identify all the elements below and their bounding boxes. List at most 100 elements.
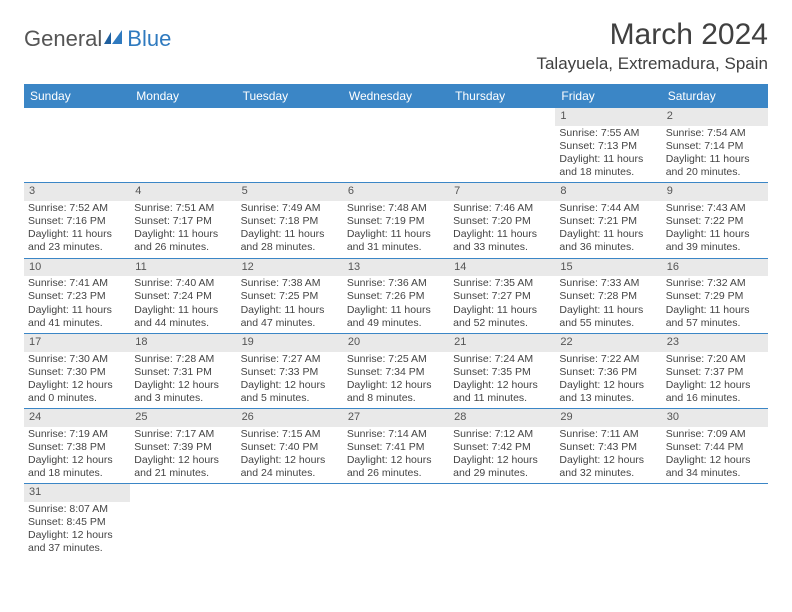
sunset-text: Sunset: 7:33 PM — [241, 366, 339, 379]
calendar-day-cell: 30Sunrise: 7:09 AMSunset: 7:44 PMDayligh… — [662, 409, 768, 484]
daylight-text: Daylight: 11 hours and 33 minutes. — [453, 228, 551, 254]
day-number: 15 — [555, 259, 661, 277]
sunset-text: Sunset: 7:29 PM — [666, 290, 764, 303]
calendar-day-cell: 2Sunrise: 7:54 AMSunset: 7:14 PMDaylight… — [662, 108, 768, 183]
calendar-day-cell: 18Sunrise: 7:28 AMSunset: 7:31 PMDayligh… — [130, 334, 236, 409]
sunset-text: Sunset: 7:25 PM — [241, 290, 339, 303]
sunset-text: Sunset: 7:17 PM — [134, 215, 232, 228]
sunrise-text: Sunrise: 7:24 AM — [453, 353, 551, 366]
day-details: Sunrise: 7:24 AMSunset: 7:35 PMDaylight:… — [449, 353, 555, 409]
day-details: Sunrise: 7:11 AMSunset: 7:43 PMDaylight:… — [555, 428, 661, 484]
sunset-text: Sunset: 7:38 PM — [28, 441, 126, 454]
sunrise-text: Sunrise: 7:52 AM — [28, 202, 126, 215]
sunrise-text: Sunrise: 7:17 AM — [134, 428, 232, 441]
month-title: March 2024 — [536, 18, 768, 52]
day-number: 1 — [555, 108, 661, 126]
day-details: Sunrise: 7:40 AMSunset: 7:24 PMDaylight:… — [130, 277, 236, 333]
day-number: 10 — [24, 259, 130, 277]
weekday-label: Saturday — [662, 84, 768, 108]
sunrise-text: Sunrise: 7:43 AM — [666, 202, 764, 215]
sunrise-text: Sunrise: 7:20 AM — [666, 353, 764, 366]
daylight-text: Daylight: 12 hours and 16 minutes. — [666, 379, 764, 405]
sunset-text: Sunset: 7:36 PM — [559, 366, 657, 379]
day-details: Sunrise: 7:54 AMSunset: 7:14 PMDaylight:… — [662, 127, 768, 183]
logo: General Blue — [24, 18, 171, 52]
daylight-text: Daylight: 11 hours and 26 minutes. — [134, 228, 232, 254]
daylight-text: Daylight: 12 hours and 24 minutes. — [241, 454, 339, 480]
sunrise-text: Sunrise: 7:51 AM — [134, 202, 232, 215]
sunrise-text: Sunrise: 7:38 AM — [241, 277, 339, 290]
daylight-text: Daylight: 11 hours and 23 minutes. — [28, 228, 126, 254]
daylight-text: Daylight: 12 hours and 3 minutes. — [134, 379, 232, 405]
day-details: Sunrise: 7:14 AMSunset: 7:41 PMDaylight:… — [343, 428, 449, 484]
calendar-empty-cell — [449, 484, 555, 558]
day-number: 7 — [449, 183, 555, 201]
calendar-day-cell: 11Sunrise: 7:40 AMSunset: 7:24 PMDayligh… — [130, 259, 236, 334]
calendar-day-cell: 27Sunrise: 7:14 AMSunset: 7:41 PMDayligh… — [343, 409, 449, 484]
sunrise-text: Sunrise: 7:27 AM — [241, 353, 339, 366]
day-number: 21 — [449, 334, 555, 352]
sunset-text: Sunset: 7:27 PM — [453, 290, 551, 303]
calendar-day-cell: 4Sunrise: 7:51 AMSunset: 7:17 PMDaylight… — [130, 183, 236, 258]
calendar: SundayMondayTuesdayWednesdayThursdayFrid… — [24, 84, 768, 559]
day-number: 29 — [555, 409, 661, 427]
day-details: Sunrise: 7:32 AMSunset: 7:29 PMDaylight:… — [662, 277, 768, 333]
sunset-text: Sunset: 7:35 PM — [453, 366, 551, 379]
daylight-text: Daylight: 12 hours and 0 minutes. — [28, 379, 126, 405]
daylight-text: Daylight: 12 hours and 26 minutes. — [347, 454, 445, 480]
sunset-text: Sunset: 7:34 PM — [347, 366, 445, 379]
sunrise-text: Sunrise: 7:12 AM — [453, 428, 551, 441]
sunset-text: Sunset: 7:16 PM — [28, 215, 126, 228]
sunrise-text: Sunrise: 7:46 AM — [453, 202, 551, 215]
day-number: 5 — [237, 183, 343, 201]
daylight-text: Daylight: 11 hours and 39 minutes. — [666, 228, 764, 254]
calendar-day-cell: 14Sunrise: 7:35 AMSunset: 7:27 PMDayligh… — [449, 259, 555, 334]
page-header: General Blue March 2024 Talayuela, Extre… — [24, 18, 768, 74]
day-details: Sunrise: 7:36 AMSunset: 7:26 PMDaylight:… — [343, 277, 449, 333]
day-details: Sunrise: 7:51 AMSunset: 7:17 PMDaylight:… — [130, 202, 236, 258]
calendar-day-cell: 20Sunrise: 7:25 AMSunset: 7:34 PMDayligh… — [343, 334, 449, 409]
day-number: 18 — [130, 334, 236, 352]
sunset-text: Sunset: 7:43 PM — [559, 441, 657, 454]
sunset-text: Sunset: 7:21 PM — [559, 215, 657, 228]
weekday-label: Friday — [555, 84, 661, 108]
calendar-day-cell: 19Sunrise: 7:27 AMSunset: 7:33 PMDayligh… — [237, 334, 343, 409]
day-details: Sunrise: 7:52 AMSunset: 7:16 PMDaylight:… — [24, 202, 130, 258]
day-details: Sunrise: 7:09 AMSunset: 7:44 PMDaylight:… — [662, 428, 768, 484]
sunrise-text: Sunrise: 7:44 AM — [559, 202, 657, 215]
daylight-text: Daylight: 12 hours and 18 minutes. — [28, 454, 126, 480]
daylight-text: Daylight: 11 hours and 28 minutes. — [241, 228, 339, 254]
day-details: Sunrise: 7:12 AMSunset: 7:42 PMDaylight:… — [449, 428, 555, 484]
day-details: Sunrise: 7:35 AMSunset: 7:27 PMDaylight:… — [449, 277, 555, 333]
sunrise-text: Sunrise: 7:14 AM — [347, 428, 445, 441]
day-details: Sunrise: 7:44 AMSunset: 7:21 PMDaylight:… — [555, 202, 661, 258]
day-number: 16 — [662, 259, 768, 277]
daylight-text: Daylight: 11 hours and 36 minutes. — [559, 228, 657, 254]
calendar-day-cell: 25Sunrise: 7:17 AMSunset: 7:39 PMDayligh… — [130, 409, 236, 484]
sunset-text: Sunset: 7:23 PM — [28, 290, 126, 303]
day-number: 12 — [237, 259, 343, 277]
calendar-empty-cell — [343, 108, 449, 183]
daylight-text: Daylight: 11 hours and 57 minutes. — [666, 304, 764, 330]
day-number: 26 — [237, 409, 343, 427]
weekday-label: Wednesday — [343, 84, 449, 108]
day-details: Sunrise: 7:17 AMSunset: 7:39 PMDaylight:… — [130, 428, 236, 484]
daylight-text: Daylight: 11 hours and 44 minutes. — [134, 304, 232, 330]
day-details: Sunrise: 7:19 AMSunset: 7:38 PMDaylight:… — [24, 428, 130, 484]
daylight-text: Daylight: 12 hours and 34 minutes. — [666, 454, 764, 480]
daylight-text: Daylight: 11 hours and 20 minutes. — [666, 153, 764, 179]
day-details: Sunrise: 7:22 AMSunset: 7:36 PMDaylight:… — [555, 353, 661, 409]
calendar-empty-cell — [343, 484, 449, 558]
day-number: 24 — [24, 409, 130, 427]
sunset-text: Sunset: 8:45 PM — [28, 516, 126, 529]
calendar-empty-cell — [24, 108, 130, 183]
day-details: Sunrise: 7:15 AMSunset: 7:40 PMDaylight:… — [237, 428, 343, 484]
daylight-text: Daylight: 11 hours and 41 minutes. — [28, 304, 126, 330]
calendar-day-cell: 28Sunrise: 7:12 AMSunset: 7:42 PMDayligh… — [449, 409, 555, 484]
day-number: 8 — [555, 183, 661, 201]
calendar-day-cell: 17Sunrise: 7:30 AMSunset: 7:30 PMDayligh… — [24, 334, 130, 409]
sunrise-text: Sunrise: 7:32 AM — [666, 277, 764, 290]
calendar-day-cell: 7Sunrise: 7:46 AMSunset: 7:20 PMDaylight… — [449, 183, 555, 258]
daylight-text: Daylight: 12 hours and 13 minutes. — [559, 379, 657, 405]
sunset-text: Sunset: 7:14 PM — [666, 140, 764, 153]
